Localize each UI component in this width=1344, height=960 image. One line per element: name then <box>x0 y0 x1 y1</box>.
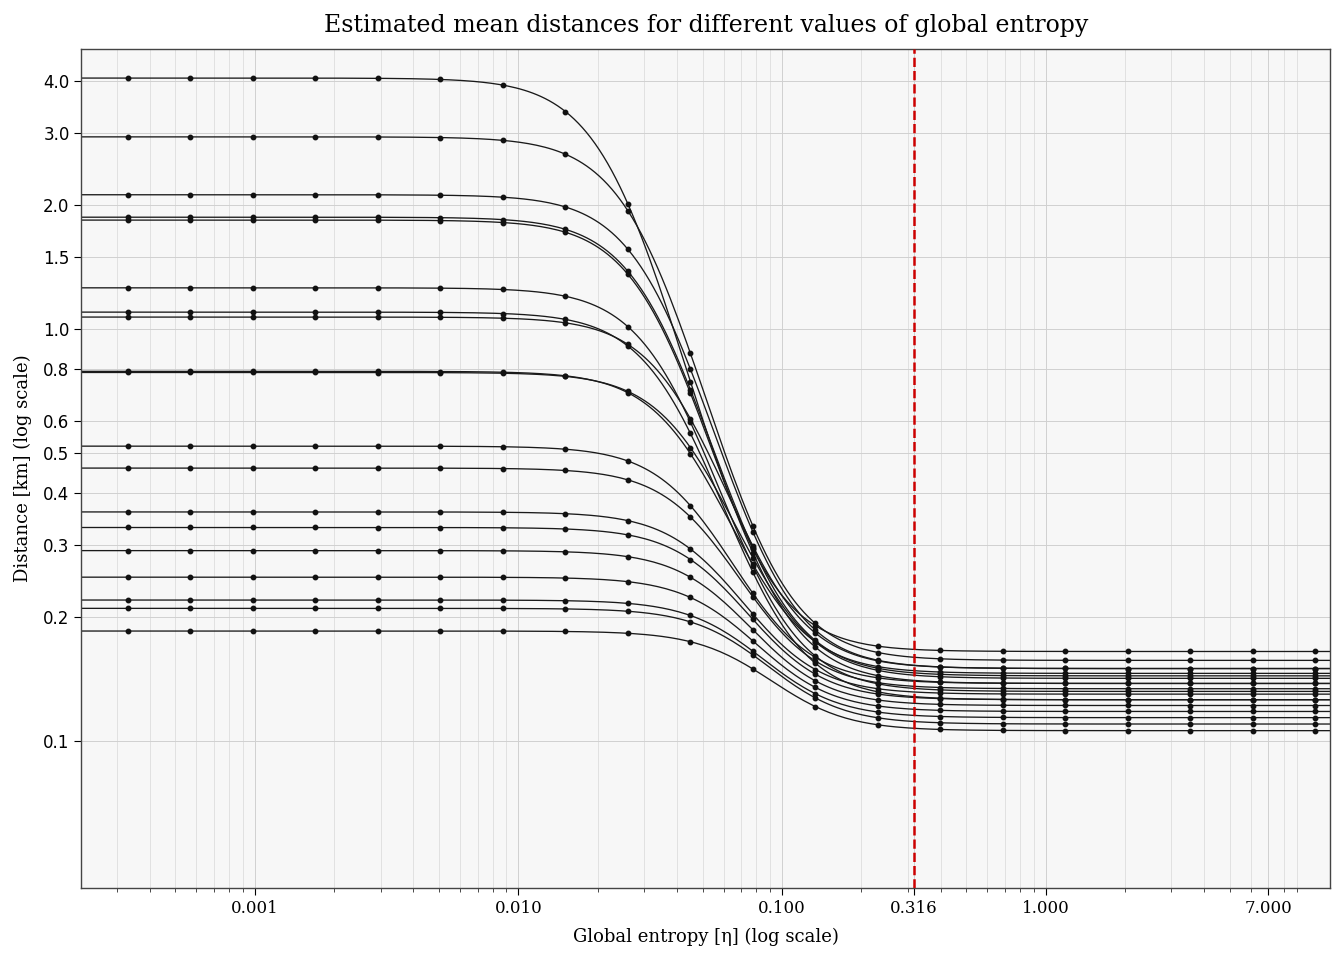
Y-axis label: Distance [km] (log scale): Distance [km] (log scale) <box>13 354 32 582</box>
X-axis label: Global entropy [η] (log scale): Global entropy [η] (log scale) <box>573 928 839 947</box>
Title: Estimated mean distances for different values of global entropy: Estimated mean distances for different v… <box>324 13 1087 36</box>
